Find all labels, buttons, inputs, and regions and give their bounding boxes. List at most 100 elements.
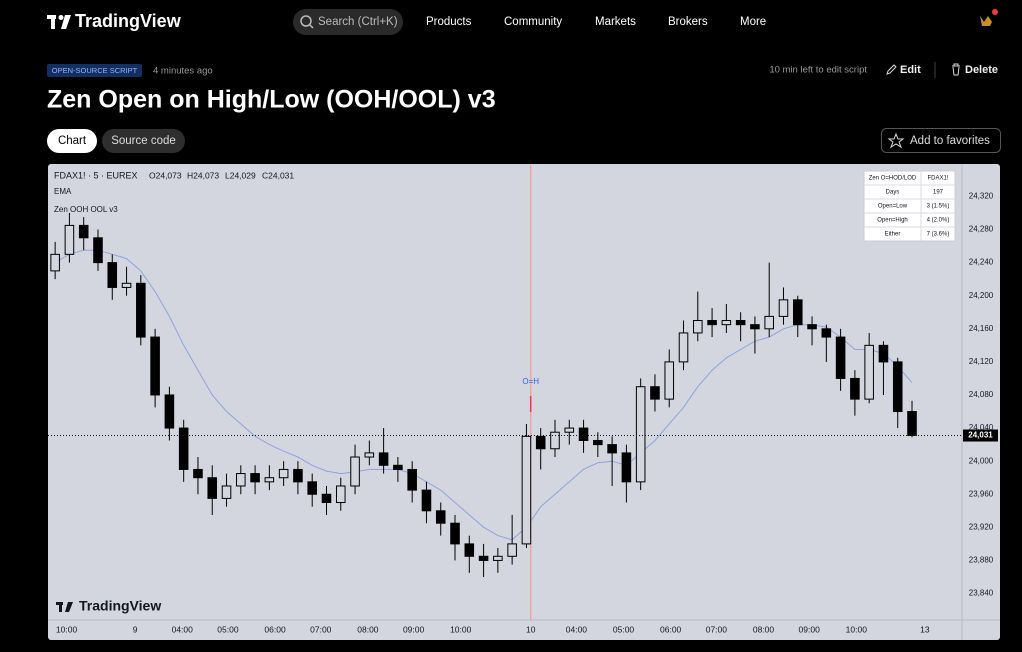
search-icon — [300, 15, 312, 27]
candle-body — [250, 473, 260, 483]
tab-chart[interactable]: Chart — [47, 129, 97, 153]
y-tick-label: 24,160 — [969, 324, 994, 333]
candle-body — [664, 361, 675, 400]
x-tick-label: 04:00 — [566, 624, 588, 634]
published-time: 4 minutes ago — [153, 66, 213, 77]
tab-bg — [102, 129, 185, 153]
candle-body — [578, 427, 589, 441]
edit-icon — [886, 64, 897, 75]
indicator-label: EMA — [54, 187, 72, 196]
candle-body — [878, 344, 889, 363]
candle-body — [378, 452, 389, 466]
candle-body — [93, 237, 103, 264]
table-cell: 197 — [933, 190, 944, 196]
candle-body — [778, 299, 789, 317]
delete-icon — [952, 63, 960, 76]
candle-body — [678, 332, 689, 363]
candle-body — [150, 336, 160, 396]
search[interactable]: Search (Ctrl+K) — [293, 9, 403, 35]
badge: OPEN-SOURCE SCRIPT — [52, 66, 138, 75]
candle-body — [535, 435, 546, 450]
nav-item[interactable]: Brokers — [668, 16, 708, 28]
candle-body — [735, 320, 746, 326]
candle-body — [335, 485, 346, 504]
ema-line — [54, 249, 913, 541]
candle-body — [293, 468, 303, 483]
nav-item[interactable]: Products — [426, 16, 472, 28]
nav-item[interactable]: More — [740, 16, 766, 28]
y-tick-label: 24,200 — [969, 291, 994, 300]
candle-body — [792, 299, 803, 326]
x-tick-label: 10:00 — [846, 624, 868, 634]
y-tick-label: 24,240 — [969, 258, 994, 267]
edit-button[interactable]: Edit — [886, 64, 921, 76]
x-tick-label: 08:00 — [357, 624, 379, 634]
candle-body — [550, 431, 560, 450]
x-tick-label: 10 — [526, 624, 536, 634]
badge-bg — [47, 64, 142, 77]
watermark-mark — [59, 602, 62, 612]
table-cell: Open=Low — [878, 204, 908, 210]
candle-body — [564, 427, 575, 433]
table-cell: FDAX1! — [927, 176, 948, 182]
y-tick-label: 23,840 — [969, 589, 994, 598]
candle-body — [650, 386, 660, 400]
candle-body — [850, 377, 860, 400]
y-tick-label: 24,040 — [969, 423, 994, 432]
watermark-mark — [65, 602, 73, 612]
candle-body — [607, 444, 617, 454]
x-tick-label: 05:00 — [217, 624, 239, 634]
candle-body — [493, 555, 503, 561]
candle-body — [478, 555, 489, 561]
candle-body — [764, 315, 774, 330]
delete-button[interactable]: Delete — [952, 63, 998, 76]
table-cell: 4 (2.0%) — [927, 218, 950, 224]
favorite-bg — [881, 128, 1001, 153]
x-tick-label: 05:00 — [613, 624, 635, 634]
candle-body — [593, 439, 603, 446]
ohlc-value: C24,031 — [262, 170, 294, 180]
tab-source[interactable]: Source code — [102, 129, 185, 153]
notification-dot — [992, 9, 998, 15]
candle-body — [178, 427, 189, 470]
candle-body — [278, 468, 289, 479]
y-tick-label: 23,880 — [969, 556, 994, 565]
annotation-label: O=H — [522, 377, 539, 386]
candle-body — [421, 489, 432, 512]
candle-body — [164, 394, 175, 429]
stats-table: Zen O=HOD/LOD FDAX1! Days 197 Open=Low 3 (1.5… — [863, 170, 956, 242]
logo-mark — [61, 15, 71, 29]
candle-body — [107, 262, 118, 288]
x-tick-label: 09:00 — [403, 624, 425, 634]
table-cell: Open=High — [877, 218, 908, 224]
candle-body — [350, 456, 360, 487]
candle-body — [807, 324, 817, 330]
x-tick-label: 06:00 — [660, 624, 682, 634]
y-tick-label: 23,960 — [969, 489, 994, 498]
y-tick-label: 24,280 — [969, 225, 994, 234]
table-cell: 3 (1.5%) — [927, 204, 950, 210]
indicator-label: Zen OOH OOL v3 — [54, 205, 118, 214]
table-cell: Days — [886, 190, 900, 196]
candle-body — [207, 477, 218, 499]
nav: Products Community Markets Brokers More — [426, 16, 766, 28]
tab-label: Source code — [111, 135, 176, 147]
x-tick-label: 09:00 — [799, 624, 821, 634]
search-icon — [309, 24, 314, 29]
logo-mark — [51, 15, 55, 29]
candle-body — [121, 282, 132, 288]
x-tick-label: 08:00 — [753, 624, 775, 634]
avatar[interactable] — [980, 9, 998, 26]
candle-body — [821, 328, 832, 338]
nav-item[interactable]: Community — [504, 16, 562, 28]
candle-body — [193, 468, 203, 479]
edit-note: 10 min left to edit script — [769, 65, 867, 76]
candle-body — [307, 481, 317, 495]
favorite-button[interactable]: Add to favorites — [881, 128, 1001, 153]
candle-body — [78, 224, 89, 239]
candle-body — [393, 464, 403, 470]
logo[interactable]: TradingView — [47, 11, 182, 31]
nav-item[interactable]: Markets — [595, 16, 636, 28]
y-tick-label: 24,000 — [969, 456, 994, 465]
